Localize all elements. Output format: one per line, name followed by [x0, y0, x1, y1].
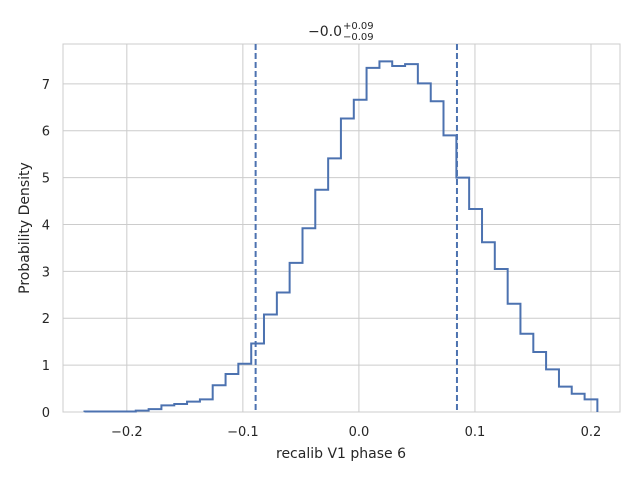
- title-value: −0.0: [308, 24, 342, 40]
- x-tick-label: −0.1: [227, 425, 259, 440]
- y-tick-label: 0: [42, 406, 50, 421]
- histogram-step-line: [83, 60, 599, 413]
- x-tick-label: 0.1: [465, 425, 486, 440]
- histogram-series: [83, 60, 599, 413]
- y-tick-label: 7: [42, 78, 50, 93]
- y-axis-ticks: 0 1 2 3 4 5 6 7: [42, 78, 50, 421]
- x-tick-label: −0.2: [111, 425, 143, 440]
- quantile-lines: [254, 44, 458, 412]
- x-tick-label: 0.0: [349, 425, 370, 440]
- title-upper-error: +0.09: [343, 21, 374, 32]
- y-tick-label: 6: [42, 125, 50, 140]
- chart-title: −0.0 +0.09 −0.09: [308, 21, 374, 43]
- title-lower-error: −0.09: [343, 32, 374, 43]
- y-tick-label: 3: [42, 265, 50, 280]
- x-axis-ticks: −0.2 −0.1 0.0 0.1 0.2: [111, 425, 601, 440]
- grid-lines: [63, 44, 620, 413]
- x-axis-label: recalib V1 phase 6: [276, 446, 406, 462]
- y-axis-label: Probability Density: [17, 162, 33, 294]
- y-tick-label: 4: [42, 218, 50, 233]
- y-tick-label: 2: [42, 312, 50, 327]
- x-tick-label: 0.2: [581, 425, 602, 440]
- y-tick-label: 5: [42, 172, 50, 187]
- y-tick-label: 1: [42, 359, 50, 374]
- plot-area: [62, 43, 621, 413]
- plot-border: [62, 43, 621, 413]
